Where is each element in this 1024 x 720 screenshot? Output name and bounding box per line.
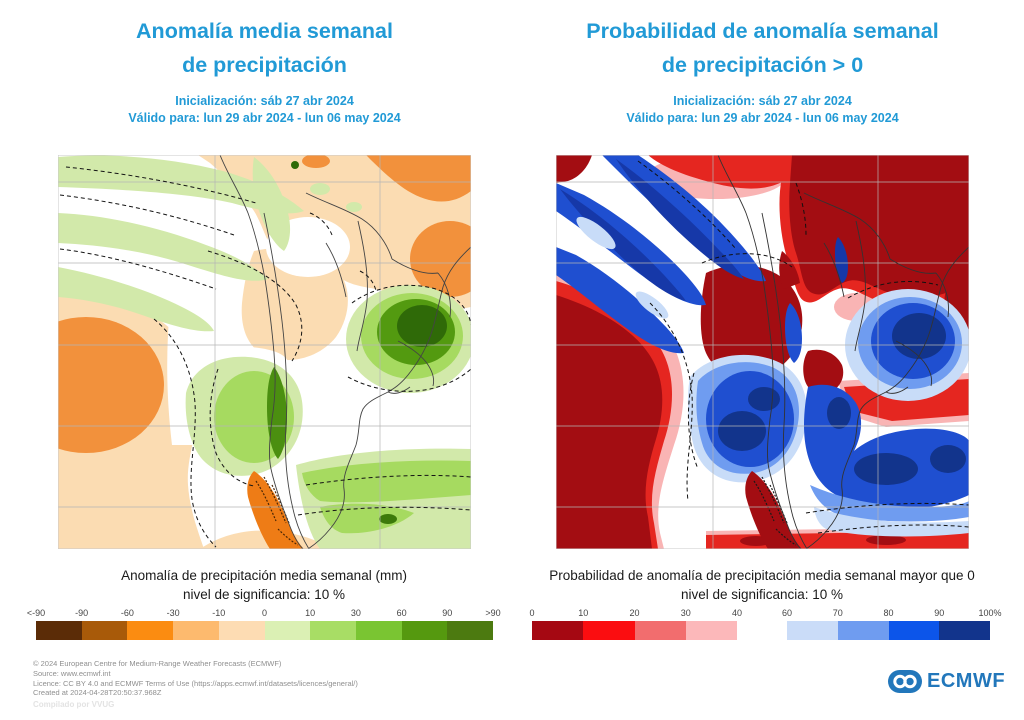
colorbar-tick-label: 60: [396, 608, 407, 618]
colorbar-segment: [583, 621, 635, 640]
anomaly-init-line: Inicialización: sáb 27 abr 2024: [175, 94, 354, 108]
probability-title-line1: Probabilidad de anomalía semanal: [586, 19, 939, 43]
probability-title: Probabilidad de anomalía semanal de prec…: [556, 14, 969, 82]
colorbar-tick-label: <-90: [26, 608, 46, 618]
colorbar-segment: [532, 621, 584, 640]
anomaly-subtitle: Inicialización: sáb 27 abr 2024 Válido p…: [58, 93, 471, 127]
colorbar-tick-label: 60: [781, 608, 793, 618]
probability-colorbar-low: 0 10 20 30 40: [529, 607, 742, 640]
anomaly-title-line1: Anomalía media semanal: [136, 19, 393, 43]
anomaly-title: Anomalía media semanal de precipitación: [58, 14, 471, 82]
probability-caption-line1: Probabilidad de anomalía de precipitació…: [549, 568, 975, 583]
anomaly-caption-line2: nivel de significancia: 10 %: [182, 587, 346, 602]
probability-init-line: Inicialización: sáb 27 abr 2024: [673, 94, 852, 108]
colorbar-segment: [401, 621, 448, 640]
colorbar-tick-label: 20: [629, 608, 640, 618]
probability-valid-line: Válido para: lun 29 abr 2024 - lun 06 ma…: [626, 111, 899, 125]
colorbar-tick-label: 100%: [978, 608, 1002, 618]
ecmwf-logo: ECMWF: [888, 670, 1005, 693]
compiled-watermark: Compilado por VVUG: [33, 700, 115, 709]
colorbar-tick-label: 30: [350, 608, 361, 618]
probability-colorbar-high: 60 70 80 90 100%: [782, 607, 1002, 640]
anomaly-colorbar: <-90 -90 -60 -30 -10 0 10 30 60 90 >90: [27, 607, 501, 640]
colorbar-tick-label: -90: [75, 608, 89, 618]
probability-title-line2: de precipitación > 0: [661, 53, 864, 77]
footer-copyright: © 2024 European Centre for Medium-Range …: [33, 659, 282, 668]
colorbar-segment: [939, 621, 990, 640]
colorbar-segment: [837, 621, 889, 640]
colorbar-segment: [685, 621, 737, 640]
colorbar-segment: [447, 621, 494, 640]
colorbar-segment: [310, 621, 356, 640]
colorbar-tick-label: 70: [832, 608, 843, 618]
colorbar-segment: [81, 621, 128, 640]
colorbar-tick-label: -60: [120, 608, 134, 618]
probability-caption: Probabilidad de anomalía de precipitació…: [532, 566, 992, 604]
colorbar-tick-label: 40: [731, 608, 743, 618]
colorbar-segment: [173, 621, 219, 640]
precip-probability-map: [556, 155, 969, 549]
probability-caption-line2: nivel de significancia: 10 %: [680, 587, 844, 602]
colorbar-tick-label: 10: [578, 608, 589, 618]
colorbar-segment: [787, 621, 838, 640]
colorbar-tick-label: 0: [261, 608, 268, 618]
precip-anomaly-map: [58, 155, 471, 549]
colorbar-segment: [264, 621, 311, 640]
colorbar-tick-label: 10: [305, 608, 316, 618]
colorbar-tick-label: -30: [166, 608, 180, 618]
probability-panel-header: Probabilidad de anomalía semanal de prec…: [556, 14, 969, 127]
anomaly-caption: Anomalía de precipitación media semanal …: [34, 566, 494, 604]
colorbar-tick-label: 90: [934, 608, 945, 618]
colorbar-tick-label: 90: [442, 608, 453, 618]
colorbar-tick-label: >90: [485, 608, 501, 618]
footer-source: Source: www.ecmwf.int: [33, 668, 111, 678]
anomaly-caption-line1: Anomalía de precipitación media semanal …: [121, 568, 407, 583]
colorbar-segment: [355, 621, 402, 640]
colorbar-segment: [127, 621, 174, 640]
footer-attribution: © 2024 European Centre for Medium-Range …: [33, 659, 358, 698]
anomaly-title-line2: de precipitación: [182, 53, 347, 77]
colorbar-tick-label: 30: [680, 608, 691, 618]
colorbar-segment: [36, 621, 82, 640]
anomaly-valid-line: Válido para: lun 29 abr 2024 - lun 06 ma…: [128, 111, 401, 125]
anomaly-panel-header: Anomalía media semanal de precipitación …: [58, 14, 471, 127]
ecmwf-logo-icon: [888, 670, 922, 693]
probability-subtitle: Inicialización: sáb 27 abr 2024 Válido p…: [556, 93, 969, 127]
colorbar-tick-label: 0: [529, 608, 535, 618]
footer-licence: Licence: CC BY 4.0 and ECMWF Terms of Us…: [33, 678, 358, 688]
colorbar-tick-label: -10: [212, 608, 226, 618]
ecmwf-logo-text: ECMWF: [927, 670, 1006, 692]
colorbar-segment: [218, 621, 265, 640]
colorbar-segment: [634, 621, 686, 640]
colorbar-segment: [888, 621, 940, 640]
footer-created: Created at 2024-04-28T20:50:37.968Z: [33, 688, 162, 698]
colorbar-tick-label: 80: [883, 608, 894, 618]
